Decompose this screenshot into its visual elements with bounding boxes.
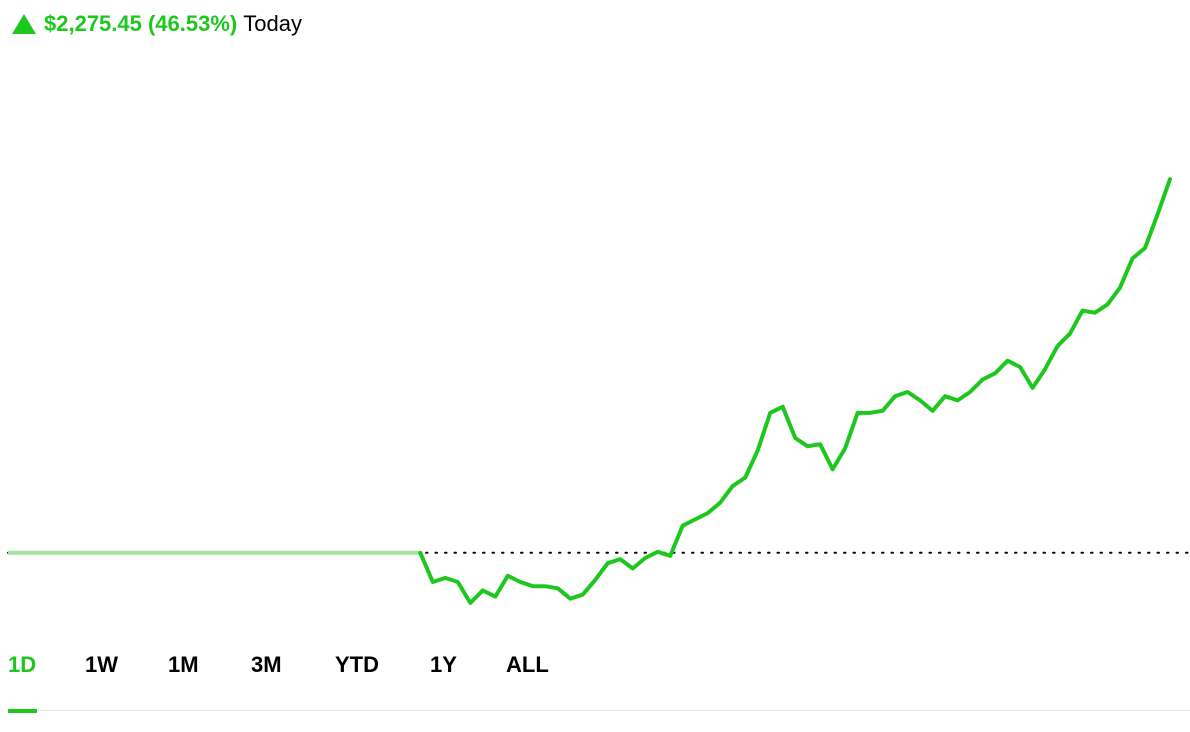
tab-1d[interactable]: 1D: [8, 652, 37, 677]
tab-divider: [8, 710, 1190, 711]
portfolio-value-line: [418, 177, 1172, 605]
tab-1w[interactable]: 1W: [85, 652, 118, 677]
portfolio-change-header: $2,275.45 (46.53%) Today: [12, 8, 302, 40]
triangle-up-icon: [12, 14, 36, 34]
tab-1m[interactable]: 1M: [168, 652, 199, 677]
tab-ytd[interactable]: YTD: [335, 652, 379, 677]
tab-all[interactable]: ALL: [506, 652, 549, 677]
change-amount: $2,275.45 (46.53%): [44, 11, 238, 36]
tab-3m[interactable]: 3M: [251, 652, 282, 677]
period-label: Today: [243, 11, 302, 36]
tab-1y[interactable]: 1Y: [430, 652, 457, 677]
active-tab-indicator: [8, 709, 37, 713]
